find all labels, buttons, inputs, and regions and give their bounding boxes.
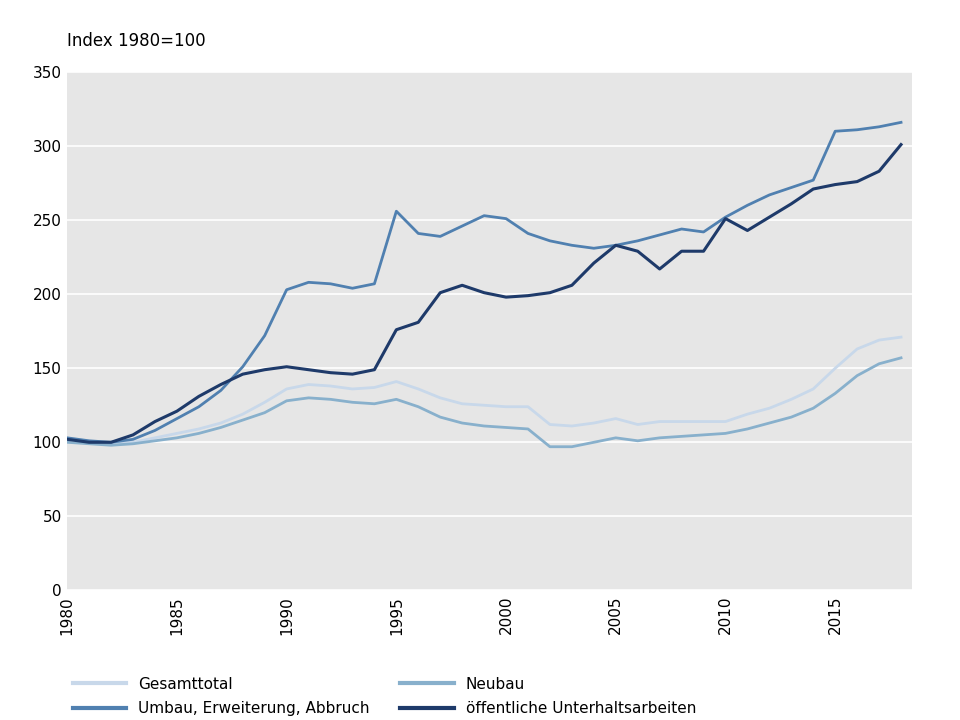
Legend: Gesamttotal, Umbau, Erweiterung, Abbruch, Neubau, öffentliche Unterhaltsarbeiten: Gesamttotal, Umbau, Erweiterung, Abbruch… bbox=[66, 670, 703, 720]
Text: Index 1980=100: Index 1980=100 bbox=[67, 32, 205, 50]
